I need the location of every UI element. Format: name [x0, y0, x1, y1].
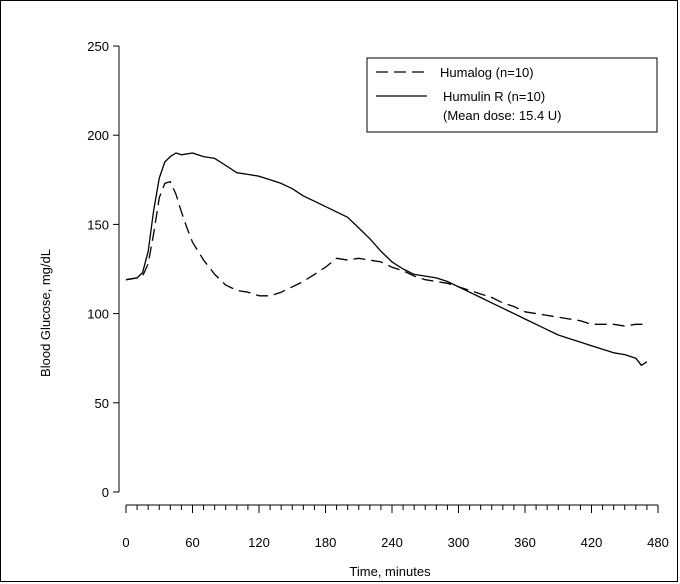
y-tick-label: 150	[87, 217, 109, 232]
legend-label-humulin: Humulin R (n=10)	[443, 89, 545, 104]
x-tick-label: 240	[381, 535, 403, 550]
x-tick-label: 120	[248, 535, 270, 550]
x-tick-label: 60	[185, 535, 199, 550]
series-line-humalog	[125, 180, 647, 327]
legend-box	[366, 57, 658, 133]
x-tick-label: 480	[647, 535, 669, 550]
y-tick-label: 200	[87, 128, 109, 143]
y-tick-label: 100	[87, 307, 109, 322]
legend-label-humalog: Humalog (n=10)	[440, 65, 534, 80]
x-tick-label: 180	[315, 535, 337, 550]
x-tick-label: 300	[448, 535, 470, 550]
y-tick-label: 250	[87, 39, 109, 54]
legend: Humalog (n=10) Humulin R (n=10) (Mean do…	[366, 57, 658, 133]
x-tick-label: 0	[122, 535, 129, 550]
x-axis-label: Time, minutes	[349, 564, 431, 579]
y-tick-label: 50	[95, 396, 109, 411]
x-tick-label: 360	[514, 535, 536, 550]
y-tick-label: 0	[102, 485, 109, 500]
axes: 0 50 100 150 200 250 0 60 120 180 240 300 360 420 480	[87, 39, 669, 550]
series-line-humulin	[125, 152, 648, 366]
series-layer	[125, 152, 648, 366]
y-axis-label: Blood Glucose, mg/dL	[38, 249, 53, 377]
x-tick-label: 420	[581, 535, 603, 550]
legend-label-dose: (Mean dose: 15.4 U)	[443, 108, 562, 123]
